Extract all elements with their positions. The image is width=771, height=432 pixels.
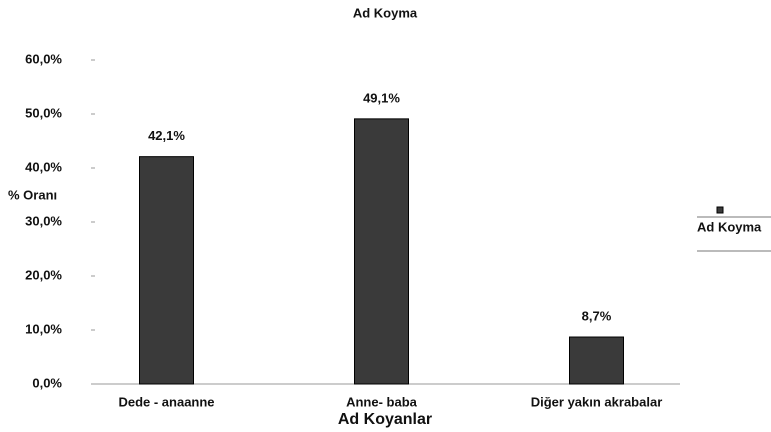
y-tick-label: 50,0% (25, 105, 62, 120)
chart-title: Ad Koyma (353, 5, 418, 20)
x-axis-label: Ad Koyanlar (338, 411, 432, 428)
y-tick-label: 0,0% (32, 375, 62, 390)
y-tick-label: 10,0% (25, 321, 62, 336)
data-label: 8,7% (582, 308, 612, 323)
legend-swatch (716, 206, 724, 214)
y-tick-label: 30,0% (25, 213, 62, 228)
y-tick-label: 60,0% (25, 51, 62, 66)
x-tick-label: Anne- baba (346, 394, 418, 409)
legend-label: Ad Koyma (697, 219, 762, 234)
bar (569, 336, 624, 385)
data-label: 49,1% (363, 90, 400, 105)
x-tick-label: Diğer yakın akrabalar (531, 394, 663, 409)
y-tick-label: 20,0% (25, 267, 62, 282)
y-tick-label: 40,0% (25, 159, 62, 174)
bar (139, 156, 194, 385)
bar (354, 118, 409, 385)
data-label: 42,1% (148, 128, 185, 143)
x-tick-label: Dede - anaanne (118, 394, 214, 409)
y-axis-label: % Oranı (8, 187, 57, 202)
